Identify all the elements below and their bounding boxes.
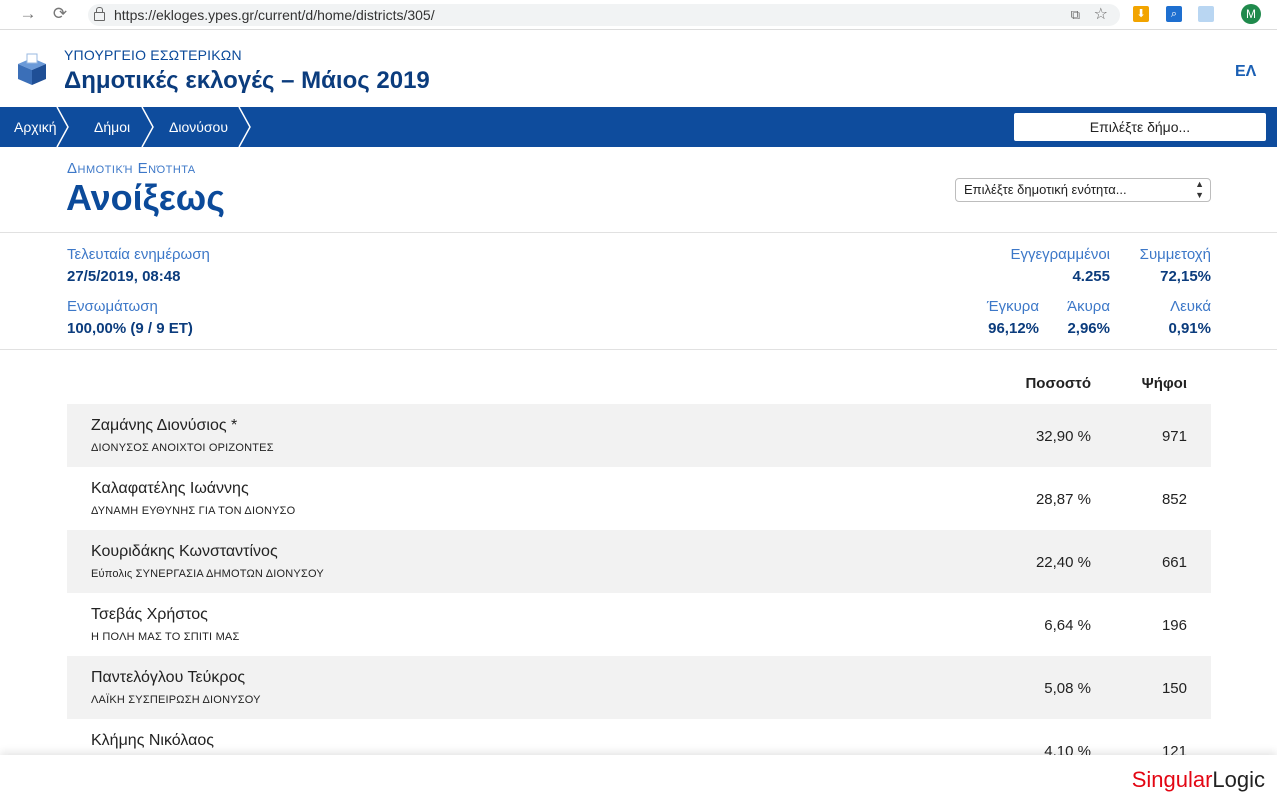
percent-value: 22,40 % [1035, 554, 1091, 571]
column-header-votes: Ψήφοι [1141, 375, 1187, 392]
invalid-value: 2,96% [1067, 320, 1110, 337]
image-extension-icon[interactable] [1198, 6, 1214, 22]
column-header-percent: Ποσοστό [1025, 375, 1091, 392]
last-update-label: Τελευταία ενημέρωση [67, 246, 210, 263]
votes-value: 852 [1161, 491, 1187, 508]
table-row: Ζαμάνης Διονύσιος * ΔΙΟΝΥΣΟΣ ΑΝΟΙΧΤΟΙ ΟΡ… [67, 404, 1211, 467]
unit-name: Ανοίξεως [66, 177, 225, 218]
votes-value: 196 [1161, 617, 1187, 634]
table-row: Τσεβάς Χρήστος Η ΠΟΛΗ ΜΑΣ ΤΟ ΣΠΙΤΙ ΜΑΣ 6… [67, 593, 1211, 656]
percent-value: 28,87 % [1035, 491, 1091, 508]
votes-value: 661 [1161, 554, 1187, 571]
candidate-name: Κουριδάκης Κωνσταντίνος [91, 543, 278, 560]
table-row: Κουριδάκης Κωνσταντίνος Εύπολις ΣΥΝΕΡΓΑΣ… [67, 530, 1211, 593]
unit-type-label: Δημοτική Ενότητα [67, 160, 196, 177]
divider [0, 349, 1277, 350]
address-bar[interactable]: https://ekloges.ypes.gr/current/d/home/d… [88, 4, 1120, 26]
chevron-right-icon [141, 107, 154, 147]
ballot-box-icon [18, 53, 46, 85]
valid-value: 96,12% [988, 320, 1039, 337]
bookmark-star-icon[interactable]: ☆ [1093, 6, 1108, 23]
votes-value: 150 [1161, 680, 1187, 697]
candidate-name: Καλαφατέλης Ιωάννης [91, 480, 249, 497]
breadcrumb-home[interactable]: Αρχική [14, 119, 57, 135]
chevron-right-icon [238, 107, 251, 147]
language-switch[interactable]: ΕΛ [1235, 63, 1257, 80]
blank-label: Λευκά [1170, 298, 1211, 315]
table-row: Παντελόγλου Τεύκρος ΛΑΪΚΗ ΣΥΣΠΕΙΡΩΣΗ ΔΙΟ… [67, 656, 1211, 719]
percent-value: 32,90 % [1035, 428, 1091, 445]
party-name: ΔΥΝΑΜΗ ΕΥΘΥΝΗΣ ΓΙΑ ΤΟΝ ΔΙΟΝΥΣΟ [91, 505, 296, 517]
last-update-value: 27/5/2019, 08:48 [67, 268, 181, 285]
turnout-value: 72,15% [1160, 268, 1211, 285]
page-title: Δημοτικές εκλογές – Μάιος 2019 [64, 67, 430, 94]
breadcrumb-dionysos[interactable]: Διονύσου [169, 119, 228, 135]
percent-value: 5,08 % [1044, 680, 1091, 697]
unit-select[interactable]: Επιλέξτε δημοτική ενότητα... ▲ ▼ [955, 178, 1211, 202]
profile-avatar[interactable]: M [1241, 4, 1261, 24]
party-name: ΛΑΪΚΗ ΣΥΣΠΕΙΡΩΣΗ ΔΙΟΝΥΣΟΥ [91, 694, 261, 706]
forward-icon[interactable]: → [19, 4, 37, 23]
url-text: https://ekloges.ypes.gr/current/d/home/d… [114, 7, 435, 23]
ministry-name: ΥΠΟΥΡΓΕΙΟ ΕΣΩΤΕΡΙΚΩΝ [64, 47, 242, 63]
browser-toolbar: → ⟳ https://ekloges.ypes.gr/current/d/ho… [0, 0, 1277, 30]
download-extension-icon[interactable]: ⬇ [1133, 6, 1149, 22]
reload-icon[interactable]: ⟳ [52, 4, 68, 23]
registered-value: 4.255 [1072, 268, 1110, 285]
singularlogic-logo: SingularLogic [1131, 767, 1265, 792]
candidate-name: Τσεβάς Χρήστος [91, 606, 208, 623]
blank-value: 0,91% [1168, 320, 1211, 337]
select-arrows-icon: ▲ ▼ [1195, 179, 1204, 200]
turnout-label: Συμμετοχή [1139, 246, 1211, 263]
divider [0, 232, 1277, 233]
integration-value: 100,00% (9 / 9 ΕΤ) [67, 320, 193, 337]
unit-select-value: Επιλέξτε δημοτική ενότητα... [964, 182, 1127, 197]
candidate-name: Κλήμης Νικόλαος [91, 732, 214, 749]
candidate-name: Παντελόγλου Τεύκρος [91, 669, 246, 686]
party-name: Εύπολις ΣΥΝΕΡΓΑΣΙΑ ΔΗΜΟΤΩΝ ΔΙΟΝΥΣΟΥ [91, 568, 324, 580]
percent-value: 6,64 % [1044, 617, 1091, 634]
registered-label: Εγγεγραμμένοι [1010, 246, 1110, 263]
party-name: Η ΠΟΛΗ ΜΑΣ ΤΟ ΣΠΙΤΙ ΜΑΣ [91, 631, 240, 643]
invalid-label: Άκυρα [1067, 298, 1110, 315]
footer: SingularLogic [0, 755, 1277, 803]
lock-icon [94, 7, 105, 21]
table-row: Καλαφατέλης Ιωάννης ΔΥΝΑΜΗ ΕΥΘΥΝΗΣ ΓΙΑ Τ… [67, 467, 1211, 530]
municipality-select[interactable]: Επιλέξτε δήμο... [1014, 113, 1266, 141]
candidate-name: Ζαμάνης Διονύσιος * [91, 417, 238, 434]
search-extension-icon[interactable]: ⌕ [1166, 6, 1182, 22]
party-name: ΔΙΟΝΥΣΟΣ ΑΝΟΙΧΤΟΙ ΟΡΙΖΟΝΤΕΣ [91, 442, 274, 454]
integration-label: Ενσωμάτωση [67, 298, 158, 315]
breadcrumb-municipalities[interactable]: Δήμοι [94, 119, 131, 135]
votes-value: 971 [1161, 428, 1187, 445]
translate-icon[interactable]: ⧉ [1070, 7, 1080, 22]
chevron-right-icon [56, 107, 69, 147]
valid-label: Έγκυρα [986, 298, 1039, 315]
